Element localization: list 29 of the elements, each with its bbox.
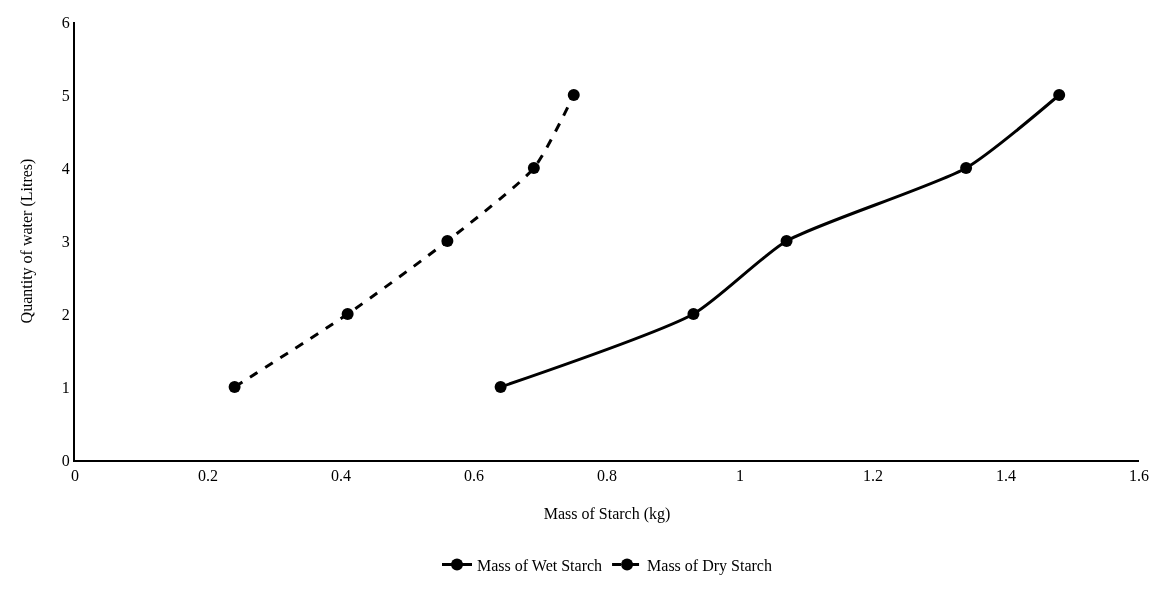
x-tick-label: 1.6 bbox=[1129, 467, 1149, 485]
y-tick-label: 2 bbox=[61, 305, 70, 323]
y-axis-title: Quantity of water (Litres) bbox=[18, 158, 36, 324]
point bbox=[228, 381, 241, 393]
point bbox=[780, 235, 793, 247]
y-tick-label: 5 bbox=[61, 86, 70, 104]
x-axis-title: Mass of Starch (kg) bbox=[543, 505, 671, 523]
point bbox=[441, 235, 454, 247]
point bbox=[567, 89, 580, 101]
x-tick-label: 1.4 bbox=[996, 467, 1016, 485]
x-tick-label: 0.6 bbox=[464, 467, 484, 485]
point bbox=[527, 162, 540, 174]
y-tick-label: 1 bbox=[61, 378, 70, 396]
x-tick-label: 1 bbox=[736, 467, 744, 485]
point bbox=[341, 308, 354, 320]
y-tick-label: 6 bbox=[61, 13, 70, 31]
point bbox=[494, 381, 507, 393]
point bbox=[1053, 89, 1066, 101]
legend-label: Mass of Wet Starch bbox=[477, 556, 603, 574]
y-tick-label: 0 bbox=[61, 451, 70, 469]
legend-label: Mass of Dry Starch bbox=[647, 556, 772, 575]
x-tick-label: 0.8 bbox=[597, 467, 617, 485]
point bbox=[687, 308, 700, 320]
y-tick-label: 3 bbox=[61, 232, 70, 250]
x-tick-label: 0.4 bbox=[331, 467, 351, 485]
x-tick-label: 0.2 bbox=[198, 467, 218, 485]
point bbox=[960, 162, 973, 174]
x-tick-label: 1.2 bbox=[863, 467, 883, 485]
y-tick-label: 4 bbox=[61, 159, 70, 177]
